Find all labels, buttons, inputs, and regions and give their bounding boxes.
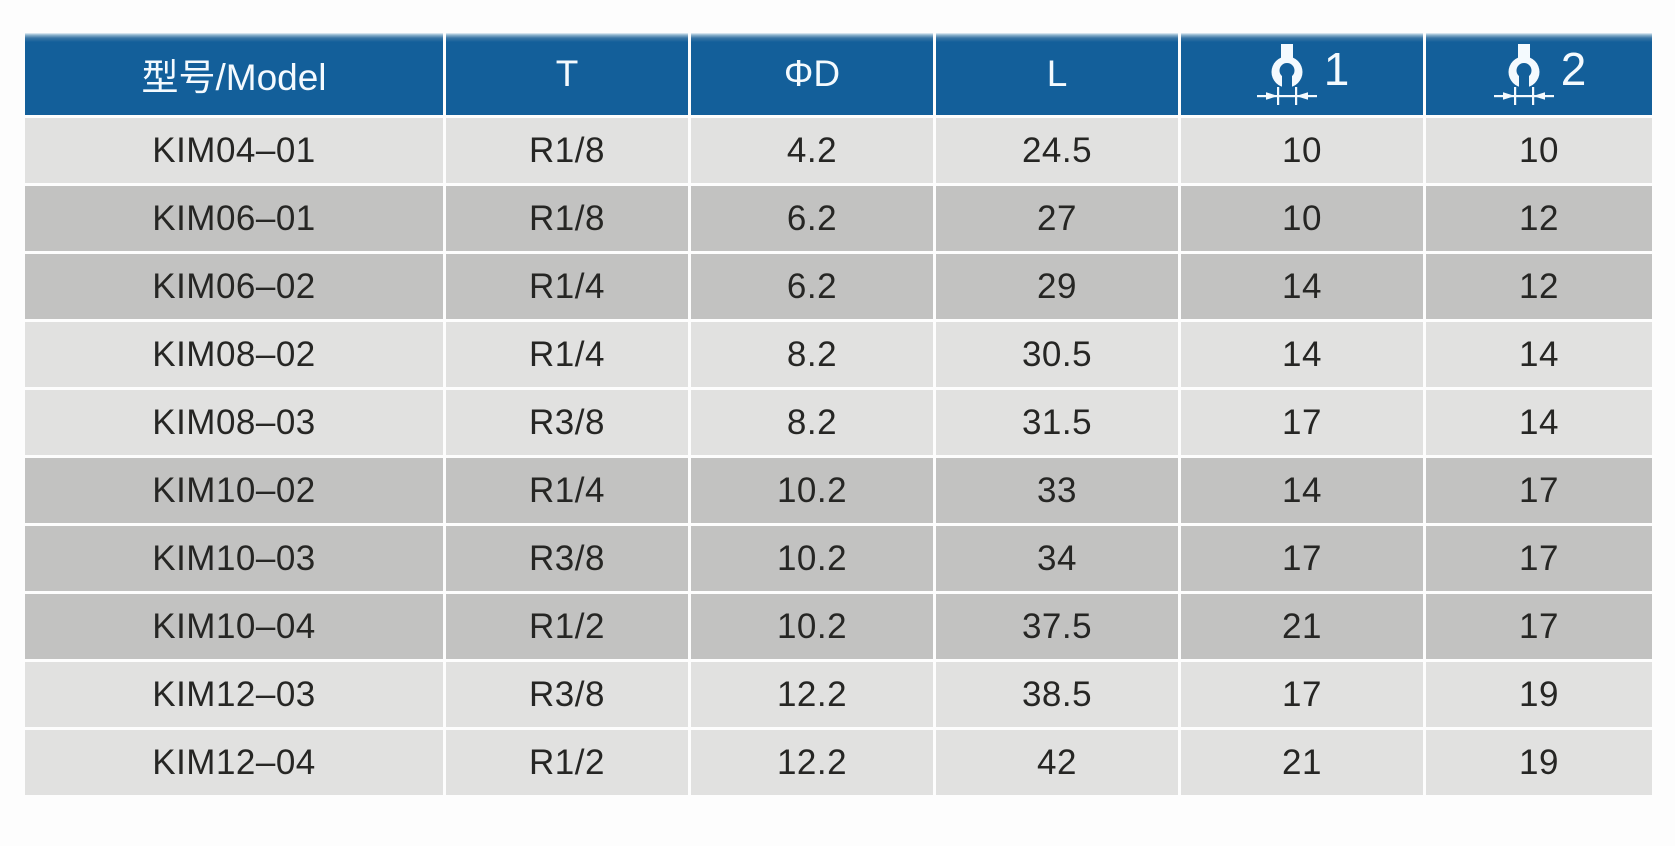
table-row: KIM04–01 R1/8 4.2 24.5 10 10 [25, 118, 1652, 183]
cell: R1/8 [446, 186, 688, 251]
cell: 24.5 [936, 118, 1178, 183]
cell: 10.2 [691, 458, 933, 523]
column-header-wrench-2: 2 [1426, 33, 1652, 115]
cell: 42 [936, 730, 1178, 795]
cell: 19 [1426, 662, 1652, 727]
table-row: KIM10–04 R1/2 10.2 37.5 21 17 [25, 594, 1652, 659]
cell: KIM12–04 [25, 730, 443, 795]
cell: 34 [936, 526, 1178, 591]
table-row: KIM06–01 R1/8 6.2 27 10 12 [25, 186, 1652, 251]
cell: 10 [1426, 118, 1652, 183]
column-header-length: L [936, 33, 1178, 115]
cell: 17 [1181, 526, 1423, 591]
cell: KIM06–02 [25, 254, 443, 319]
cell: 14 [1181, 254, 1423, 319]
wrench-header-group: 1 [1181, 43, 1423, 105]
table-row: KIM08–02 R1/4 8.2 30.5 14 14 [25, 322, 1652, 387]
cell: 8.2 [691, 390, 933, 455]
cell: R1/2 [446, 730, 688, 795]
cell: 6.2 [691, 186, 933, 251]
cell: 21 [1181, 730, 1423, 795]
cell: 17 [1426, 526, 1652, 591]
cell: 31.5 [936, 390, 1178, 455]
spec-table: 型号/Model T ΦD L [22, 30, 1655, 798]
cell: R1/8 [446, 118, 688, 183]
table-row: KIM12–03 R3/8 12.2 38.5 17 19 [25, 662, 1652, 727]
cell: KIM10–04 [25, 594, 443, 659]
cell: R3/8 [446, 390, 688, 455]
cell: KIM08–03 [25, 390, 443, 455]
cell: KIM10–03 [25, 526, 443, 591]
table-row: KIM10–03 R3/8 10.2 34 17 17 [25, 526, 1652, 591]
cell: 10.2 [691, 526, 933, 591]
cell: KIM08–02 [25, 322, 443, 387]
cell: KIM12–03 [25, 662, 443, 727]
cell: 12 [1426, 254, 1652, 319]
cell: 10 [1181, 118, 1423, 183]
column-header-model: 型号/Model [25, 33, 443, 115]
cell: 14 [1426, 390, 1652, 455]
cell: 14 [1426, 322, 1652, 387]
cell: 12 [1426, 186, 1652, 251]
cell: R1/4 [446, 254, 688, 319]
table-header: 型号/Model T ΦD L [25, 33, 1652, 115]
wrench-header-group: 2 [1426, 43, 1652, 105]
cell: 12.2 [691, 662, 933, 727]
cell: R1/2 [446, 594, 688, 659]
cell: 30.5 [936, 322, 1178, 387]
table-row: KIM06–02 R1/4 6.2 29 14 12 [25, 254, 1652, 319]
cell: 27 [936, 186, 1178, 251]
cell: 29 [936, 254, 1178, 319]
cell: 12.2 [691, 730, 933, 795]
cell: R3/8 [446, 526, 688, 591]
cell: 6.2 [691, 254, 933, 319]
table-body: KIM04–01 R1/8 4.2 24.5 10 10 KIM06–01 R1/8 6.2 27… [25, 118, 1652, 795]
cell: KIM04–01 [25, 118, 443, 183]
cell: 38.5 [936, 662, 1178, 727]
wrench-flats-icon [1493, 44, 1554, 105]
cell: 8.2 [691, 322, 933, 387]
spec-table-container: 型号/Model T ΦD L [22, 30, 1655, 798]
column-header-wrench-1: 1 [1181, 33, 1423, 115]
wrench-flats-icon [1256, 44, 1317, 105]
cell: 33 [936, 458, 1178, 523]
cell: 14 [1181, 322, 1423, 387]
column-header-diameter: ΦD [691, 33, 933, 115]
cell: 17 [1426, 458, 1652, 523]
cell: 17 [1181, 662, 1423, 727]
cell: 37.5 [936, 594, 1178, 659]
cell: R1/4 [446, 322, 688, 387]
cell: 21 [1181, 594, 1423, 659]
cell: 14 [1181, 458, 1423, 523]
table-row: KIM10–02 R1/4 10.2 33 14 17 [25, 458, 1652, 523]
cell: 17 [1181, 390, 1423, 455]
cell: KIM06–01 [25, 186, 443, 251]
cell: R1/4 [446, 458, 688, 523]
column-header-label: 2 [1560, 43, 1587, 95]
cell: KIM10–02 [25, 458, 443, 523]
cell: 4.2 [691, 118, 933, 183]
table-row: KIM12–04 R1/2 12.2 42 21 19 [25, 730, 1652, 795]
cell: 10.2 [691, 594, 933, 659]
cell: 10 [1181, 186, 1423, 251]
table-row: KIM08–03 R3/8 8.2 31.5 17 14 [25, 390, 1652, 455]
cell: 17 [1426, 594, 1652, 659]
column-header-label: 1 [1323, 43, 1350, 95]
header-row: 型号/Model T ΦD L [25, 33, 1652, 115]
cell: 19 [1426, 730, 1652, 795]
cell: R3/8 [446, 662, 688, 727]
column-header-thread: T [446, 33, 688, 115]
